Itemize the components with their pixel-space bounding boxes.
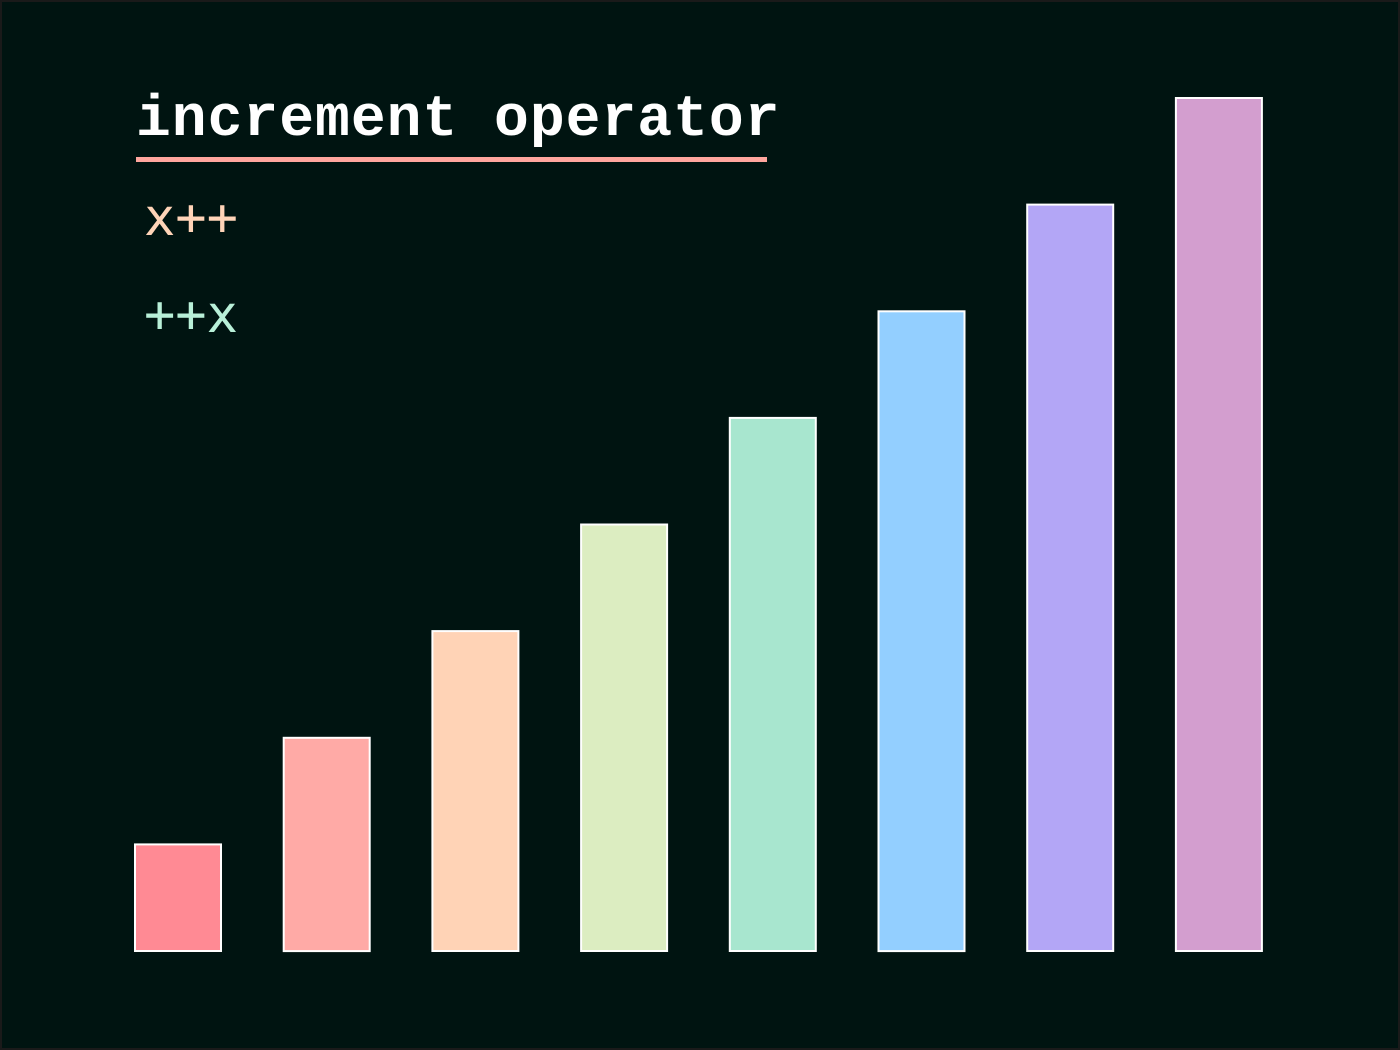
bar-7 bbox=[1026, 203, 1115, 953]
bar-1 bbox=[134, 843, 222, 953]
slide-title: increment operator bbox=[136, 88, 781, 153]
code-line-postfix: x++ bbox=[144, 188, 238, 248]
code-line-prefix: ++x bbox=[144, 285, 238, 345]
bar-8 bbox=[1174, 97, 1263, 952]
bar-6 bbox=[877, 310, 966, 953]
bar-2 bbox=[282, 736, 371, 953]
title-underline bbox=[136, 157, 767, 162]
bar-4 bbox=[580, 523, 669, 952]
bar-3 bbox=[431, 630, 520, 952]
bar-5 bbox=[728, 416, 817, 952]
